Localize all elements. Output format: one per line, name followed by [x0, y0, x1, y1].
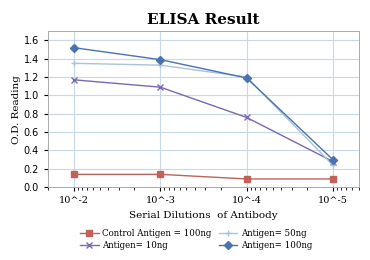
X-axis label: Serial Dilutions  of Antibody: Serial Dilutions of Antibody: [129, 211, 278, 220]
Antigen= 50ng: [72, 62, 76, 65]
Line: Control Antigen = 100ng: Control Antigen = 100ng: [71, 172, 336, 182]
Title: ELISA Result: ELISA Result: [147, 13, 260, 27]
Line: Antigen= 100ng: Antigen= 100ng: [71, 45, 336, 162]
Antigen= 50ng: [245, 75, 249, 79]
Antigen= 10ng: [331, 160, 335, 163]
Y-axis label: O.D. Reading: O.D. Reading: [12, 75, 21, 144]
Antigen= 100ng: [245, 76, 249, 80]
Control Antigen = 100ng: [331, 177, 335, 180]
Line: Antigen= 10ng: Antigen= 10ng: [71, 76, 336, 165]
Antigen= 10ng: [245, 116, 249, 119]
Antigen= 50ng: [331, 164, 335, 167]
Legend: Control Antigen = 100ng, Antigen= 10ng, Antigen= 50ng, Antigen= 100ng: Control Antigen = 100ng, Antigen= 10ng, …: [77, 225, 316, 253]
Antigen= 100ng: [72, 46, 76, 49]
Control Antigen = 100ng: [245, 177, 249, 180]
Line: Antigen= 50ng: Antigen= 50ng: [71, 60, 336, 169]
Antigen= 100ng: [158, 58, 162, 61]
Antigen= 10ng: [72, 78, 76, 81]
Control Antigen = 100ng: [158, 173, 162, 176]
Control Antigen = 100ng: [72, 173, 76, 176]
Antigen= 50ng: [158, 64, 162, 67]
Antigen= 100ng: [331, 158, 335, 161]
Antigen= 10ng: [158, 86, 162, 89]
